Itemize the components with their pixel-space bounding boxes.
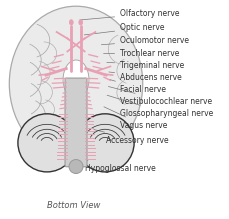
Text: Trochlear nerve: Trochlear nerve — [103, 49, 179, 58]
Ellipse shape — [69, 20, 73, 25]
Text: Facial nerve: Facial nerve — [108, 79, 165, 94]
Ellipse shape — [63, 60, 89, 99]
Ellipse shape — [79, 20, 82, 25]
Ellipse shape — [69, 159, 83, 173]
Text: Trigeminal nerve: Trigeminal nerve — [106, 61, 184, 70]
FancyBboxPatch shape — [65, 78, 87, 167]
Text: Oculomotor nerve: Oculomotor nerve — [101, 36, 188, 45]
Text: Olfactory nerve: Olfactory nerve — [79, 9, 179, 20]
Circle shape — [18, 114, 76, 172]
Text: Accessory nerve: Accessory nerve — [93, 129, 168, 145]
Text: Vestibulocochlear nerve: Vestibulocochlear nerve — [108, 87, 211, 106]
Text: Vagus nerve: Vagus nerve — [104, 107, 167, 130]
Circle shape — [76, 114, 134, 172]
Text: Hypoglossal nerve: Hypoglossal nerve — [76, 158, 155, 173]
Text: Glossopharyngeal nerve: Glossopharyngeal nerve — [107, 95, 213, 118]
Text: Abducens nerve: Abducens nerve — [108, 72, 181, 82]
Ellipse shape — [9, 6, 142, 161]
Text: Optic nerve: Optic nerve — [84, 23, 164, 35]
Text: Bottom View: Bottom View — [47, 201, 100, 210]
